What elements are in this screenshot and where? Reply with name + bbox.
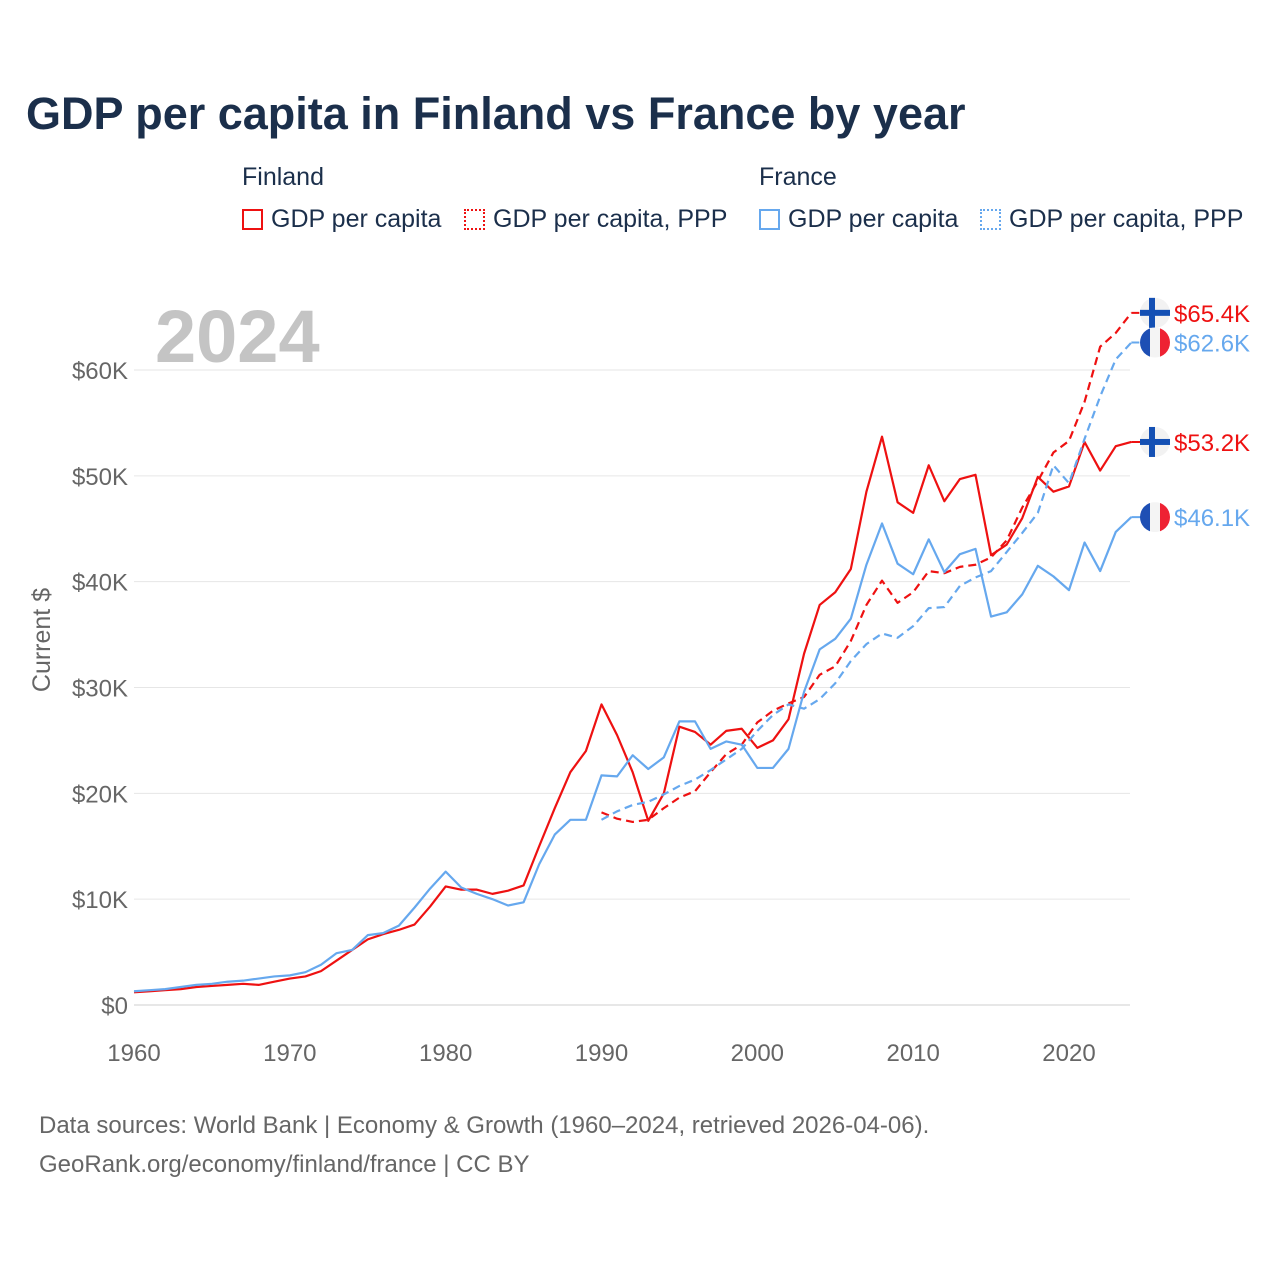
flag-red xyxy=(1160,327,1170,358)
end-value-label: $46.1K xyxy=(1174,505,1250,532)
flag-blue xyxy=(1140,327,1150,358)
x-tick-label: 2020 xyxy=(1042,1040,1095,1067)
legend-finland-gdp[interactable]: GDP per capita xyxy=(242,205,441,234)
x-tick-label: 1990 xyxy=(575,1040,628,1067)
sources-link[interactable]: GeoRank.org/economy/finland/france | CC … xyxy=(39,1151,530,1178)
end-value-label: $53.2K xyxy=(1174,430,1250,457)
chart-title: GDP per capita in Finland vs France by y… xyxy=(26,88,966,139)
flag-white xyxy=(1150,502,1160,533)
solid-swatch-icon xyxy=(759,209,780,230)
end-value-label: $62.6K xyxy=(1174,330,1250,357)
series-line-finland xyxy=(133,435,1132,994)
legend-label: GDP per capita xyxy=(788,205,959,233)
series-line-finland-ppp xyxy=(601,312,1133,824)
solid-swatch-icon xyxy=(242,209,263,230)
sources: Data sources: World Bank | Economy & Gro… xyxy=(39,1106,929,1184)
flag-blue xyxy=(1140,502,1150,533)
legend-finland-gdp-ppp[interactable]: GDP per capita, PPP xyxy=(464,205,727,234)
x-tick-label: 2000 xyxy=(731,1040,784,1067)
y-tick-label: $60K xyxy=(72,358,128,385)
finland-flag-icon xyxy=(1140,426,1170,457)
x-tick-label: 1970 xyxy=(263,1040,316,1067)
y-tick-label: $30K xyxy=(72,676,128,703)
y-tick-label: $40K xyxy=(72,570,128,597)
flag-red xyxy=(1160,502,1170,533)
y-tick-label: $50K xyxy=(72,464,128,491)
end-value-label: $65.4K xyxy=(1174,301,1250,328)
series-line-france-ppp xyxy=(600,341,1133,821)
legend-label: GDP per capita, PPP xyxy=(1009,205,1244,233)
flag-cross-v xyxy=(1149,297,1155,328)
sources-line: Data sources: World Bank | Economy & Gro… xyxy=(39,1112,930,1139)
dotted-swatch-icon xyxy=(464,209,485,230)
legend-france-gdp[interactable]: GDP per capita xyxy=(759,205,958,234)
legend-group-france: France xyxy=(759,163,837,191)
dotted-swatch-icon xyxy=(980,209,1001,230)
france-flag-icon xyxy=(1140,502,1170,533)
x-tick-label: 1960 xyxy=(107,1040,160,1067)
finland-flag-icon xyxy=(1140,297,1170,328)
x-tick-label: 1980 xyxy=(419,1040,472,1067)
legend-france-gdp-ppp[interactable]: GDP per capita, PPP xyxy=(980,205,1243,234)
legend-group-finland: Finland xyxy=(242,163,324,191)
france-flag-icon xyxy=(1140,327,1170,358)
y-tick-label: $10K xyxy=(72,887,128,914)
y-tick-label: $0 xyxy=(101,993,128,1020)
year-watermark: 2024 xyxy=(155,295,320,378)
x-tick-label: 2010 xyxy=(886,1040,939,1067)
flag-white xyxy=(1150,327,1160,358)
legend-label: GDP per capita, PPP xyxy=(493,205,728,233)
y-tick-label: $20K xyxy=(72,781,128,808)
legend-label: GDP per capita xyxy=(271,205,442,233)
series-line-france xyxy=(133,516,1133,993)
y-axis-label: Current $ xyxy=(28,588,56,692)
flag-cross-v xyxy=(1149,426,1155,457)
